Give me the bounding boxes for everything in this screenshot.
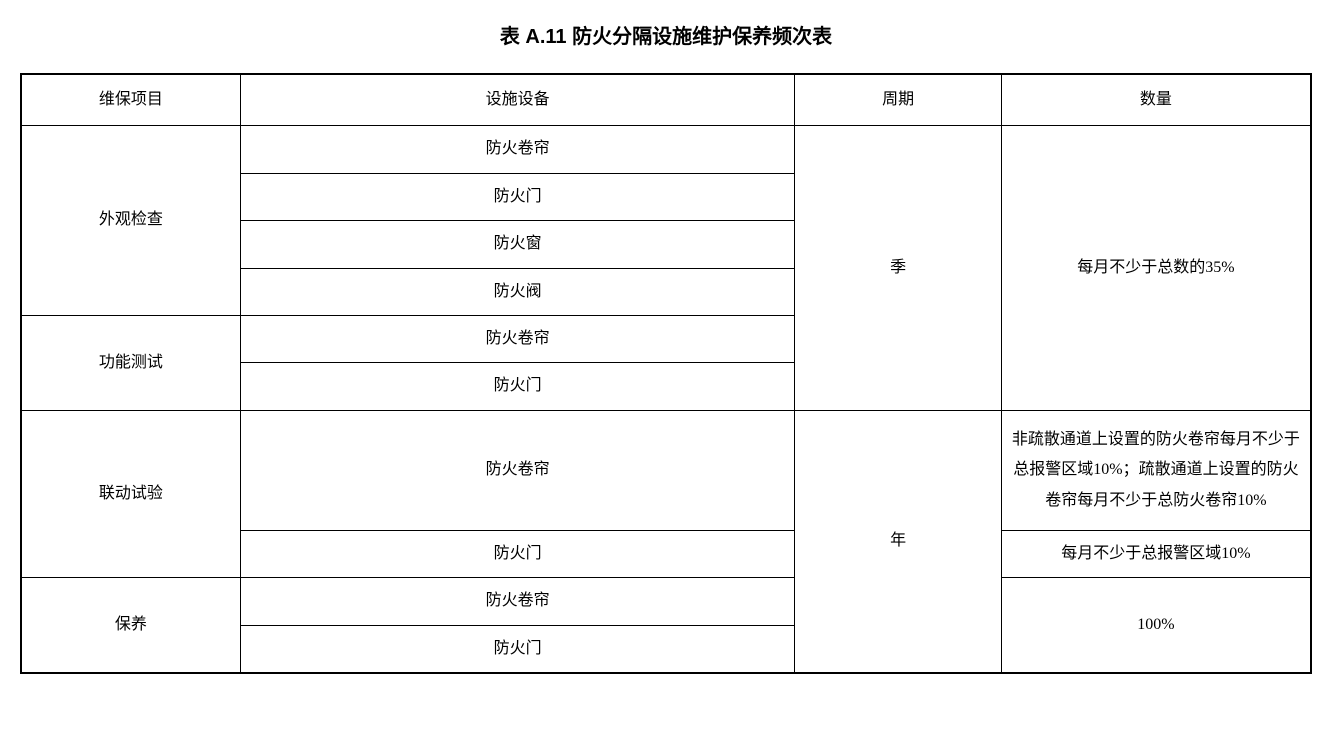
header-maintenance-item: 维保项目	[21, 74, 240, 126]
cell-equipment: 防火卷帘	[240, 315, 795, 362]
header-equipment: 设施设备	[240, 74, 795, 126]
cell-equipment: 防火卷帘	[240, 578, 795, 625]
cell-equipment: 防火卷帘	[240, 410, 795, 530]
cell-quantity-linkage-door: 每月不少于总报警区域10%	[1001, 530, 1311, 577]
table-header-row: 维保项目 设施设备 周期 数量	[21, 74, 1311, 126]
table-title: 表 A.11 防火分隔设施维护保养频次表	[20, 20, 1312, 49]
cell-equipment: 防火门	[240, 173, 795, 220]
table-row: 联动试验 防火卷帘 年 非疏散通道上设置的防火卷帘每月不少于总报警区域10%；疏…	[21, 410, 1311, 530]
cell-period-quarterly: 季	[795, 126, 1001, 410]
header-quantity: 数量	[1001, 74, 1311, 126]
maintenance-frequency-table: 维保项目 设施设备 周期 数量 外观检查 防火卷帘 季 每月不少于总数的35% …	[20, 73, 1312, 674]
cell-equipment: 防火卷帘	[240, 126, 795, 173]
cell-equipment: 防火门	[240, 625, 795, 673]
cell-equipment: 防火门	[240, 363, 795, 410]
cell-linkage-test: 联动试验	[21, 410, 240, 578]
table-row: 外观检查 防火卷帘 季 每月不少于总数的35%	[21, 126, 1311, 173]
cell-functional-test: 功能测试	[21, 315, 240, 410]
cell-equipment: 防火门	[240, 530, 795, 577]
cell-equipment: 防火窗	[240, 221, 795, 268]
cell-visual-inspection: 外观检查	[21, 126, 240, 316]
header-period: 周期	[795, 74, 1001, 126]
cell-maintenance: 保养	[21, 578, 240, 673]
cell-equipment: 防火阀	[240, 268, 795, 315]
table-row: 保养 防火卷帘 100%	[21, 578, 1311, 625]
cell-quantity-quarterly: 每月不少于总数的35%	[1001, 126, 1311, 410]
cell-period-yearly: 年	[795, 410, 1001, 673]
cell-quantity-linkage-curtain: 非疏散通道上设置的防火卷帘每月不少于总报警区域10%；疏散通道上设置的防火卷帘每…	[1001, 410, 1311, 530]
cell-quantity-maintenance: 100%	[1001, 578, 1311, 673]
